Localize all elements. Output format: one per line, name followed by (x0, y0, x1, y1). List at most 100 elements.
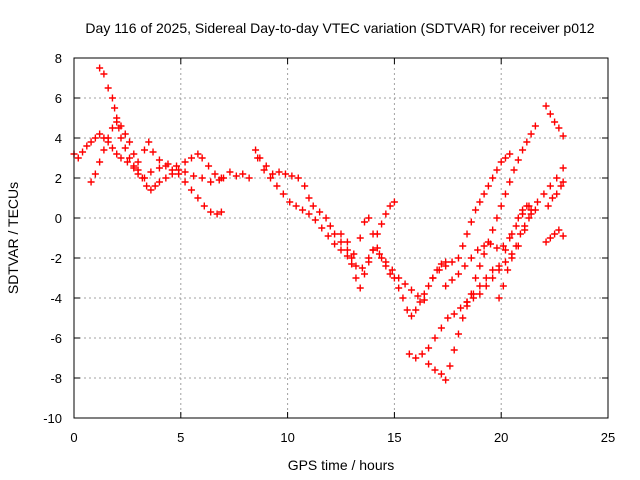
data-point (281, 170, 289, 178)
x-tick-label: 0 (70, 430, 77, 445)
data-point (309, 202, 317, 210)
series-track (542, 102, 567, 140)
data-point (343, 246, 351, 254)
data-point (207, 178, 215, 186)
data-point (198, 154, 206, 162)
data-point (155, 164, 163, 172)
data-point (525, 214, 533, 222)
data-point (181, 158, 189, 166)
data-point (168, 166, 176, 174)
data-point (365, 214, 373, 222)
data-point (390, 274, 398, 282)
data-point (425, 282, 433, 290)
x-tick-label: 10 (280, 430, 294, 445)
data-point (147, 168, 155, 176)
x-tick-label: 25 (601, 430, 615, 445)
series-track (544, 178, 567, 210)
data-point (275, 168, 283, 176)
data-point (305, 194, 313, 202)
data-point (181, 168, 189, 176)
data-point (117, 122, 125, 130)
data-point (254, 154, 262, 162)
data-point (546, 234, 554, 242)
data-point (149, 148, 157, 156)
data-point (305, 210, 313, 218)
data-point (162, 162, 170, 170)
data-point (476, 198, 484, 206)
data-point (395, 284, 403, 292)
data-point (493, 166, 501, 174)
data-point (388, 266, 396, 274)
data-point (356, 284, 364, 292)
data-point (232, 172, 240, 180)
data-points (70, 64, 567, 384)
data-point (557, 182, 565, 190)
data-point (121, 130, 129, 138)
data-point (506, 150, 514, 158)
data-point (487, 240, 495, 248)
series-track (96, 64, 225, 194)
data-point (548, 194, 556, 202)
data-point (322, 214, 330, 222)
y-tick-label: -8 (50, 371, 62, 386)
data-point (211, 170, 219, 178)
y-tick-label: 8 (55, 51, 62, 66)
data-point (316, 208, 324, 216)
data-point (213, 210, 221, 218)
data-point (100, 70, 108, 78)
data-point (405, 350, 413, 358)
data-point (418, 350, 426, 358)
series-track (463, 202, 535, 306)
data-point (512, 242, 520, 250)
data-point (239, 170, 247, 178)
data-point (279, 190, 287, 198)
data-point (343, 238, 351, 246)
series-track (429, 150, 514, 282)
data-point (356, 234, 364, 242)
data-point (87, 178, 95, 186)
data-point (497, 158, 505, 166)
data-point (476, 282, 484, 290)
data-point (559, 132, 567, 140)
data-point (337, 238, 345, 246)
data-point (463, 298, 471, 306)
data-point (190, 172, 198, 180)
data-point (480, 242, 488, 250)
data-point (489, 174, 497, 182)
data-point (489, 274, 497, 282)
data-point (100, 146, 108, 154)
data-point (262, 162, 270, 170)
data-point (472, 206, 480, 214)
data-point (96, 64, 104, 72)
series-track (495, 214, 533, 302)
data-point (200, 202, 208, 210)
data-point (523, 202, 531, 210)
data-point (348, 260, 356, 268)
data-point (499, 282, 507, 290)
data-point (343, 252, 351, 260)
data-point (365, 258, 373, 266)
data-point (217, 208, 225, 216)
data-point (113, 118, 121, 126)
data-point (484, 182, 492, 190)
data-point (96, 158, 104, 166)
data-point (286, 198, 294, 206)
data-point (542, 102, 550, 110)
data-point (420, 296, 428, 304)
grid (74, 58, 608, 418)
series-track (425, 122, 539, 384)
data-point (301, 182, 309, 190)
data-point (495, 262, 503, 270)
data-point (130, 162, 138, 170)
data-point (386, 202, 394, 210)
data-point (175, 170, 183, 178)
series-track (220, 146, 428, 304)
data-point (551, 230, 559, 238)
data-point (194, 150, 202, 158)
data-point (431, 334, 439, 342)
data-point (555, 124, 563, 132)
data-point (375, 250, 383, 258)
data-point (382, 262, 390, 270)
data-point (454, 254, 462, 262)
data-point (378, 220, 386, 228)
